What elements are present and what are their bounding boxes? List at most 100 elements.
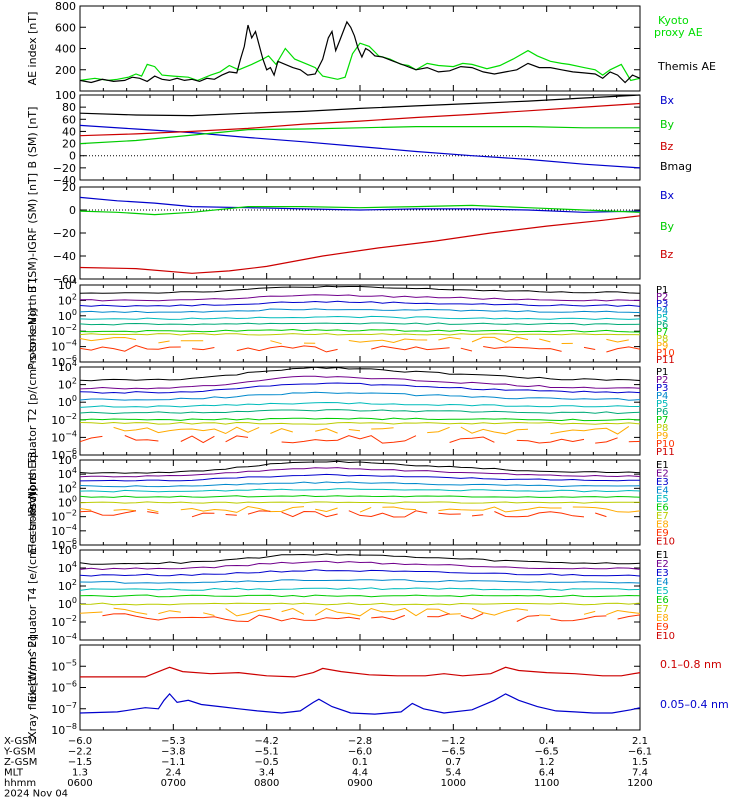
channel-line-e6: [79, 594, 641, 598]
channel-line-p4: [79, 308, 641, 314]
legend-bmag: Bmag: [660, 160, 692, 173]
channel-line-e8: [79, 505, 641, 513]
x-row-value: 3.4: [259, 768, 275, 779]
channel-line-e2: [79, 467, 641, 478]
y-axis-label: Electrons North T3: [26, 451, 39, 553]
x-row-value: 1100: [534, 778, 559, 789]
legend-e8: E8: [656, 613, 669, 624]
y-tick-label: 100: [58, 394, 77, 409]
y-tick-label: 106: [58, 452, 77, 467]
y-tick-label: 100: [55, 89, 76, 102]
legend-e7: E7: [656, 604, 669, 615]
series-line-themis-ae: [79, 20, 641, 84]
y-tick-label: 104: [58, 359, 77, 374]
channel-line-p10: [79, 344, 641, 353]
channel-line-p3: [79, 300, 641, 308]
channel-line-p3: [79, 382, 641, 394]
x-row-value: 0700: [161, 778, 186, 789]
series-line-bz: [79, 215, 641, 274]
y-tick-label: 10−6: [51, 680, 77, 695]
y-tick-label: 102: [58, 578, 77, 593]
y-tick-label: 0: [69, 150, 76, 163]
channel-line-e5: [79, 587, 641, 591]
y-tick-label: 10−8: [51, 722, 77, 737]
legend-bz: Bz: [660, 140, 674, 153]
channel-line-p10: [79, 435, 641, 444]
legend-p8: P8: [656, 423, 668, 434]
channel-line-p1: [79, 366, 641, 382]
y-tick-label: 10−2: [51, 509, 77, 524]
x-row-value: −2.8: [348, 736, 372, 747]
channel-line-e7: [79, 602, 641, 606]
legend-p9: P9: [656, 431, 668, 442]
legend-p9: P9: [656, 341, 668, 352]
y-tick-label: 10−2: [51, 412, 77, 427]
legend-p10: P10: [656, 439, 675, 450]
x-row-value: −6.5: [441, 747, 465, 758]
y-tick-label: −20: [53, 227, 76, 240]
channel-line-e9: [102, 613, 641, 623]
channel-line-p2: [79, 375, 641, 390]
legend-e2: E2: [656, 469, 669, 480]
legend-p6: P6: [656, 320, 668, 331]
legend-e3: E3: [656, 568, 669, 579]
legend-p1: P1: [656, 367, 668, 378]
panel-8: 10−8 10−7 10−6 10−5 Xray flux [W/m^2] 0.1–0.8…: [26, 636, 729, 739]
legend-e5: E5: [656, 586, 669, 597]
legend-p7: P7: [656, 415, 668, 426]
y-tick-label: 10−7: [51, 701, 77, 716]
y-axis-label: Electrons Equator T4 [e/(cm²-s-sr-keV)]: [26, 488, 39, 703]
series-line-bmag: [79, 94, 641, 117]
channel-line-p6: [79, 322, 641, 326]
panel-frame: [79, 549, 641, 641]
series-line-bx: [79, 196, 641, 213]
channel-line-p7: [79, 328, 641, 333]
y-tick-label: 102: [58, 480, 77, 495]
y-tick-label: 10−2: [51, 323, 77, 338]
x-row-value: −2.2: [68, 747, 92, 758]
y-axis-label: AE index [nT]: [26, 12, 39, 86]
y-tick-label: 0: [69, 204, 76, 217]
legend-p2: P2: [656, 292, 668, 303]
legend-kyoto-proxy-ae: Kyoto: [658, 14, 689, 27]
channel-line-p5: [79, 315, 641, 320]
channel-line-p9: [80, 337, 640, 344]
legend-p4: P4: [656, 306, 668, 317]
channel-line-e8: [79, 607, 641, 617]
y-tick-label: −40: [53, 250, 76, 263]
y-tick-label: 10−4: [51, 523, 77, 538]
x-row-value: −4.2: [255, 736, 279, 747]
y-tick-label: 102: [58, 377, 77, 392]
channel-line-e6: [79, 494, 641, 498]
channel-line-p9: [114, 426, 640, 434]
channel-line-e4: [79, 579, 641, 584]
y-tick-label: 80: [62, 101, 76, 114]
x-row-value: −1.1: [161, 757, 185, 768]
panel-frame: [79, 644, 641, 731]
legend-p10: P10: [656, 348, 675, 359]
y-axis-label: Xray flux [W/m^2]: [26, 636, 39, 739]
legend-e5: E5: [656, 494, 669, 505]
y-tick-label: 60: [62, 113, 76, 126]
x-row-value: 0800: [254, 778, 279, 789]
legend-e1: E1: [656, 550, 669, 561]
x-row-value: −5.1: [255, 747, 279, 758]
x-row-value: 2.1: [632, 736, 648, 747]
channel-line-p2: [79, 294, 641, 302]
legend-e4: E4: [656, 486, 669, 497]
legend-p3: P3: [656, 383, 668, 394]
y-axis-label: Protons Equator T2 [p/(cm²-s-sr-keV)]: [26, 308, 39, 513]
channel-line-e1: [79, 460, 641, 474]
y-tick-label: 104: [58, 466, 77, 481]
legend-p3: P3: [656, 299, 668, 310]
channel-line-p6: [79, 409, 641, 415]
legend-e10: E10: [656, 537, 675, 548]
legend-e7: E7: [656, 511, 669, 522]
legend-xray-short: 0.05–0.4 nm: [660, 698, 729, 711]
series-line-kyoto-proxy-ae: [79, 42, 641, 82]
